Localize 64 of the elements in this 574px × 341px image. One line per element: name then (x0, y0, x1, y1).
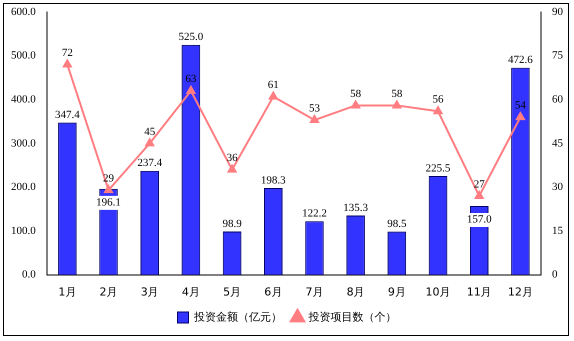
x-tick-label: 10月 (426, 285, 451, 298)
x-tick-label: 2月 (100, 285, 118, 298)
data-label: 63 (185, 73, 197, 86)
y2-tick-label: 75 (552, 50, 564, 62)
point (434, 106, 442, 114)
data-label: 472.6 (508, 54, 534, 66)
y-tick-label: 500.0 (11, 50, 36, 62)
data-label: 27 (474, 178, 486, 190)
data-label: 72 (62, 46, 73, 59)
data-label: 122.2 (302, 208, 327, 220)
point (186, 86, 196, 94)
y-tick-label: 600.0 (11, 6, 36, 18)
y-tick-label: 0.0 (22, 268, 36, 281)
data-label: 135.3 (343, 202, 369, 214)
y-tick-label: 100.0 (11, 224, 36, 237)
data-label: 58 (391, 88, 403, 100)
x-tick-label: 4月 (182, 285, 200, 298)
x-tick-label: 7月 (305, 285, 324, 298)
point (268, 92, 278, 100)
data-label: 525.0 (178, 31, 204, 44)
y2-tick-label: 60 (552, 93, 564, 106)
data-label: 98.5 (387, 218, 407, 230)
x-tick-label: 6月 (264, 285, 282, 298)
data-label: 225.5 (426, 162, 451, 174)
point (392, 100, 402, 108)
point (145, 138, 154, 146)
data-label: 29 (103, 172, 115, 185)
legend-label: 投资金额（亿元） (193, 310, 282, 324)
x-tick-label: 5月 (223, 285, 242, 298)
data-label: 54 (514, 100, 526, 112)
point (228, 164, 237, 173)
x-tick-label: 11月 (466, 285, 492, 298)
y2-tick-label: 30 (552, 181, 564, 194)
data-label: 237.4 (137, 157, 163, 170)
data-label: 36 (226, 152, 238, 164)
data-label: 157.0 (466, 213, 492, 226)
x-tick-label: 1月 (58, 285, 76, 298)
data-label: 56 (432, 94, 444, 106)
y-tick-label: 300.0 (11, 137, 36, 150)
point (516, 112, 525, 120)
y2-tick-label: 15 (552, 224, 564, 237)
x-tick-label: 3月 (140, 285, 159, 298)
x-tick-label: 9月 (388, 285, 406, 298)
y-tick-label: 200.0 (11, 181, 36, 194)
x-tick-label: 8月 (346, 285, 365, 298)
data-label: 61 (268, 79, 279, 92)
data-label: 347.4 (54, 109, 80, 122)
legend-label: 投资项目数（个） (308, 310, 396, 324)
point (474, 190, 484, 199)
data-label: 98.9 (222, 218, 242, 230)
data-label: 198.3 (260, 174, 286, 186)
x-tick-label: 12月 (508, 285, 533, 298)
point (62, 60, 72, 68)
y-tick-label: 400.0 (11, 93, 36, 106)
point (351, 100, 360, 108)
data-label: 53 (308, 102, 320, 114)
point (310, 115, 319, 124)
y2-tick-label: 45 (552, 137, 564, 150)
data-label: 196.1 (96, 196, 121, 208)
y2-tick-label: 90 (552, 6, 564, 18)
data-label: 58 (350, 88, 362, 100)
y2-tick-label: 0 (552, 268, 558, 281)
data-label: 45 (144, 126, 156, 138)
point (104, 185, 113, 194)
